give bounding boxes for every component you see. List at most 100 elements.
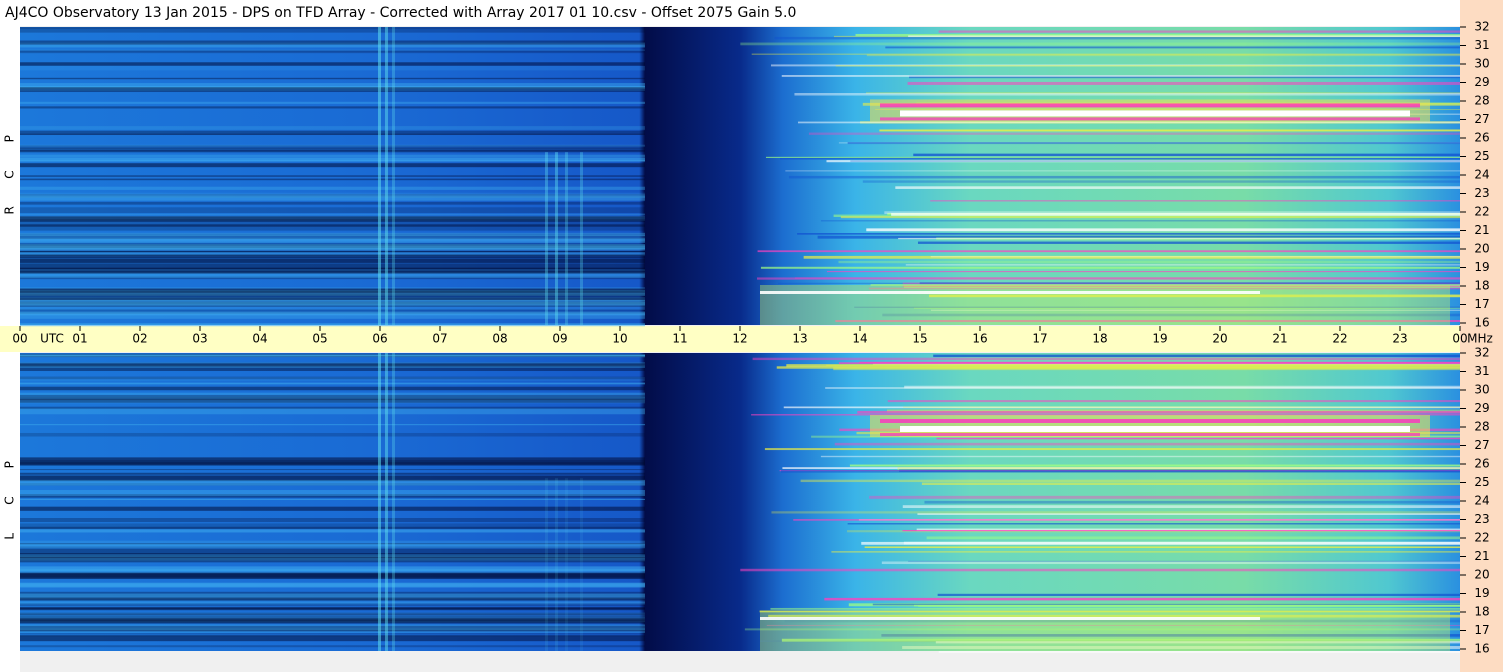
- stripe: [20, 617, 645, 623]
- time-tick-label: 11: [672, 332, 687, 346]
- stripe: [869, 495, 1460, 499]
- stripe: [20, 540, 645, 546]
- stripe: [855, 33, 1460, 37]
- stripe: [20, 543, 645, 545]
- stripe: [20, 498, 645, 500]
- stripe: [20, 464, 645, 466]
- title-bar: [0, 0, 1460, 26]
- stripe: [20, 83, 645, 89]
- stripe: [20, 299, 645, 305]
- stripe: [847, 142, 1460, 145]
- stripe: [20, 201, 645, 205]
- stripe: [904, 385, 1460, 389]
- panel-letter: C: [3, 170, 17, 178]
- stripe: [20, 483, 645, 486]
- time-tick-label: 05: [312, 332, 327, 346]
- stripe: [20, 432, 645, 437]
- stripe: [20, 624, 645, 631]
- hot-band: [900, 425, 1410, 432]
- stripe: [20, 399, 645, 403]
- stripe: [20, 215, 645, 221]
- stripe: [20, 548, 645, 555]
- stripe: [20, 457, 645, 461]
- stripe: [902, 529, 1460, 532]
- stripe: [20, 178, 645, 181]
- burst: [545, 152, 548, 325]
- stripe: [870, 284, 1460, 286]
- stripe: [20, 553, 645, 559]
- stripe: [20, 408, 645, 415]
- stripe: [20, 323, 645, 326]
- stripe: [800, 479, 1460, 483]
- freq-tick-label: 30: [1474, 57, 1489, 71]
- stripe: [786, 364, 1460, 367]
- stripe: [20, 645, 645, 648]
- stripe: [20, 130, 645, 134]
- stripe: [838, 142, 1460, 144]
- stripe: [866, 92, 1460, 94]
- stripe: [20, 254, 645, 259]
- stripe: [20, 355, 645, 358]
- stripe: [20, 196, 645, 201]
- stripe: [20, 163, 645, 168]
- stripe: [20, 256, 645, 263]
- stripe: [935, 641, 1460, 644]
- time-tick-label: 03: [192, 332, 207, 346]
- burst: [385, 353, 388, 651]
- burst: [565, 152, 568, 325]
- freq-tick-label: 27: [1474, 438, 1489, 452]
- stripe: [20, 396, 645, 400]
- time-tick-label: 23: [1392, 332, 1407, 346]
- stripe: [20, 306, 645, 310]
- stripe: [20, 607, 645, 611]
- stripe: [20, 297, 645, 301]
- stripe: [20, 133, 645, 136]
- burst: [580, 152, 583, 325]
- stripe: [20, 382, 645, 385]
- stripe: [913, 153, 1460, 157]
- stripe: [20, 462, 645, 465]
- stripe: [20, 49, 645, 51]
- stripe: [20, 126, 645, 130]
- title: AJ4CO Observatory 13 Jan 2015 - DPS on T…: [5, 5, 796, 21]
- stripe: [20, 302, 645, 307]
- stripe: [861, 541, 1460, 545]
- time-tick-label: 22: [1332, 332, 1347, 346]
- stripe: [794, 92, 1460, 96]
- stripe: [902, 646, 1460, 649]
- time-tick-label: 20: [1212, 332, 1227, 346]
- stripe: [20, 529, 645, 533]
- stripe: [866, 228, 1460, 232]
- stripe: [20, 583, 645, 588]
- time-tick-label: 01: [72, 332, 87, 346]
- stripe: [835, 65, 1460, 67]
- stripe: [20, 546, 645, 549]
- time-tick-label: 09: [552, 332, 567, 346]
- hot-band: [880, 103, 1420, 108]
- stripe: [831, 550, 1460, 553]
- stripe: [820, 455, 1460, 458]
- stripe: [20, 301, 645, 307]
- stripe: [850, 160, 1460, 162]
- stripe: [20, 635, 645, 637]
- stripe: [779, 157, 1460, 160]
- stripe: [833, 214, 1460, 218]
- stripe: [20, 50, 645, 54]
- stripe: [909, 75, 1460, 79]
- stripe: [20, 623, 645, 627]
- stripe: [913, 604, 1460, 607]
- stripe: [917, 241, 1460, 244]
- stripe: [808, 132, 1460, 135]
- stripe: [803, 255, 1460, 259]
- time-axis-bar: [0, 326, 1460, 352]
- stripe: [936, 437, 1460, 440]
- stripe: [859, 361, 1460, 364]
- stripe: [20, 475, 645, 482]
- stripe: [908, 560, 1460, 562]
- stripe: [20, 244, 645, 250]
- stripe: [903, 406, 1460, 408]
- freq-tick-label: 22: [1474, 205, 1489, 219]
- time-tick-label: 13: [792, 332, 807, 346]
- stripe: [20, 607, 645, 609]
